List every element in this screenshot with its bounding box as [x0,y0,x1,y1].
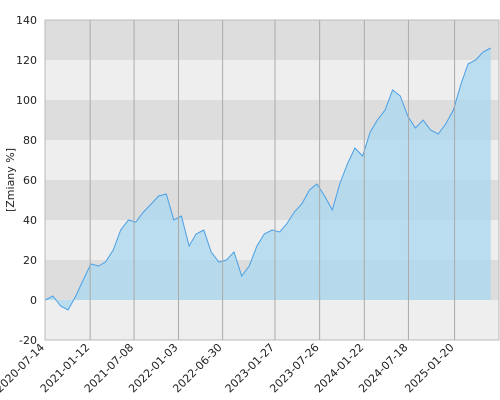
y-tick-label: 80 [23,134,37,147]
y-tick-label: 120 [16,54,37,67]
area-fill [45,48,491,310]
y-axis-label: [Zmiany %] [4,148,17,212]
y-tick-label: 40 [23,214,37,227]
background-band [45,300,499,340]
plot-border [44,19,500,341]
background-band [45,20,499,60]
line [44,47,492,311]
y-tick-label: 140 [16,14,37,27]
y-tick-label: 0 [30,294,37,307]
background-band [45,60,499,100]
y-tick-label: 20 [23,254,37,267]
x-tick-label: 2025-01-20 [402,341,456,395]
y-tick-label: 60 [23,174,37,187]
y-tick-label: -20 [19,334,37,347]
y-tick-label: 100 [16,94,37,107]
